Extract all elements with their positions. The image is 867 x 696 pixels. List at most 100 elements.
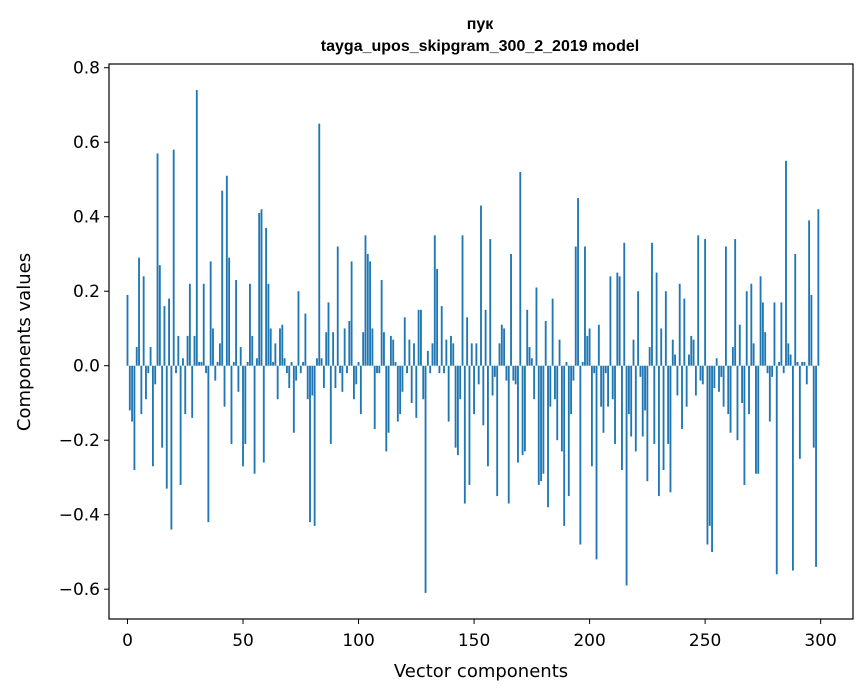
bar-component-114 — [389, 335, 392, 366]
bar-component-101 — [359, 365, 362, 415]
bar-component-106 — [371, 328, 374, 366]
bar-component-212 — [616, 272, 619, 366]
bar-component-288 — [792, 365, 794, 571]
bar-component-264 — [736, 365, 739, 441]
bar-component-77 — [304, 313, 307, 366]
y-tick-label: 0.4 — [73, 208, 100, 228]
bar-component-94 — [343, 328, 346, 366]
bars-group — [126, 90, 820, 593]
bar-component-12 — [154, 365, 157, 385]
bar-component-128 — [422, 365, 425, 400]
bar-component-290 — [796, 361, 799, 366]
bar-component-8 — [145, 365, 147, 400]
bar-component-285 — [785, 160, 787, 366]
bar-component-205 — [600, 365, 603, 407]
bar-component-257 — [720, 365, 723, 377]
bar-component-62 — [269, 328, 272, 366]
bar-component-112 — [385, 365, 388, 452]
bar-component-163 — [503, 328, 506, 366]
bar-component-92 — [339, 365, 341, 374]
bar-component-132 — [431, 343, 434, 366]
bar-component-176 — [533, 365, 536, 400]
bar-component-20 — [172, 149, 175, 366]
bar-component-35 — [207, 365, 210, 523]
y-axis-label: Components values — [14, 253, 35, 431]
bar-component-207 — [604, 365, 607, 374]
bar-component-226 — [648, 347, 651, 366]
bar-component-249 — [701, 365, 704, 385]
bar-component-247 — [697, 235, 700, 366]
bar-component-284 — [782, 365, 785, 374]
bar-component-211 — [614, 365, 616, 444]
bar-component-187 — [558, 339, 561, 366]
bar-component-97 — [350, 261, 353, 366]
bar-component-254 — [713, 365, 716, 389]
x-axis-ticks: 0 50 100 150 200 250 300 — [122, 619, 837, 651]
bar-component-274 — [759, 276, 762, 366]
bar-component-174 — [528, 347, 531, 366]
bar-component-173 — [526, 309, 529, 366]
bar-component-0 — [126, 294, 129, 366]
y-tick-label: −0.6 — [59, 580, 100, 600]
bar-component-175 — [530, 358, 533, 366]
bar-component-136 — [440, 306, 443, 366]
bar-component-17 — [165, 365, 168, 489]
bar-component-250 — [704, 239, 707, 366]
bar-component-275 — [761, 302, 764, 366]
bar-component-158 — [491, 365, 494, 396]
y-tick-label: 0.0 — [73, 357, 100, 377]
bar-component-32 — [200, 361, 203, 366]
bar-component-109 — [378, 365, 381, 374]
bar-component-179 — [540, 365, 542, 482]
bar-component-74 — [297, 291, 300, 366]
bar-component-244 — [690, 335, 693, 366]
bar-component-256 — [718, 365, 720, 392]
bar-component-108 — [376, 365, 378, 374]
bar-component-25 — [184, 365, 187, 415]
bar-component-151 — [475, 343, 478, 366]
bar-component-10 — [149, 347, 152, 366]
x-tick-label: 300 — [804, 631, 836, 651]
bar-component-196 — [579, 365, 582, 545]
bar-component-11 — [151, 365, 154, 467]
bar-component-67 — [281, 324, 284, 366]
bar-component-286 — [787, 343, 790, 366]
bar-component-49 — [239, 347, 242, 366]
bar-component-243 — [688, 354, 690, 366]
bar-component-242 — [685, 365, 688, 407]
bar-component-44 — [228, 257, 231, 366]
bar-component-280 — [773, 302, 776, 366]
bar-component-171 — [521, 365, 524, 456]
bar-component-258 — [722, 365, 725, 407]
bar-component-16 — [163, 306, 166, 366]
bar-component-231 — [660, 328, 663, 366]
bar-component-143 — [456, 365, 459, 456]
x-tick-label: 0 — [122, 631, 133, 651]
bar-component-297 — [812, 365, 815, 448]
bar-component-2 — [131, 365, 134, 422]
bar-component-260 — [727, 365, 730, 415]
bar-component-167 — [512, 365, 515, 381]
bar-component-103 — [364, 235, 367, 366]
bar-component-27 — [188, 283, 191, 366]
bar-component-289 — [794, 253, 797, 366]
chart-subtitle: tayga_upos_skipgram_300_2_2019 model — [321, 38, 639, 55]
bar-component-13 — [156, 153, 159, 366]
bar-component-22 — [177, 335, 180, 366]
bar-component-184 — [551, 298, 554, 366]
bar-component-119 — [401, 365, 404, 392]
bar-component-134 — [436, 268, 439, 366]
bar-component-118 — [399, 365, 402, 415]
bar-component-192 — [570, 365, 573, 415]
bar-component-183 — [549, 365, 552, 407]
bar-component-69 — [285, 365, 288, 374]
bar-component-165 — [507, 365, 510, 504]
bar-component-138 — [445, 339, 448, 366]
bar-component-127 — [420, 309, 422, 366]
bar-component-105 — [369, 261, 372, 366]
bar-component-123 — [410, 365, 413, 403]
bar-component-133 — [433, 235, 436, 366]
bar-component-152 — [477, 365, 480, 385]
bar-component-78 — [306, 365, 309, 400]
bar-component-73 — [295, 365, 298, 381]
